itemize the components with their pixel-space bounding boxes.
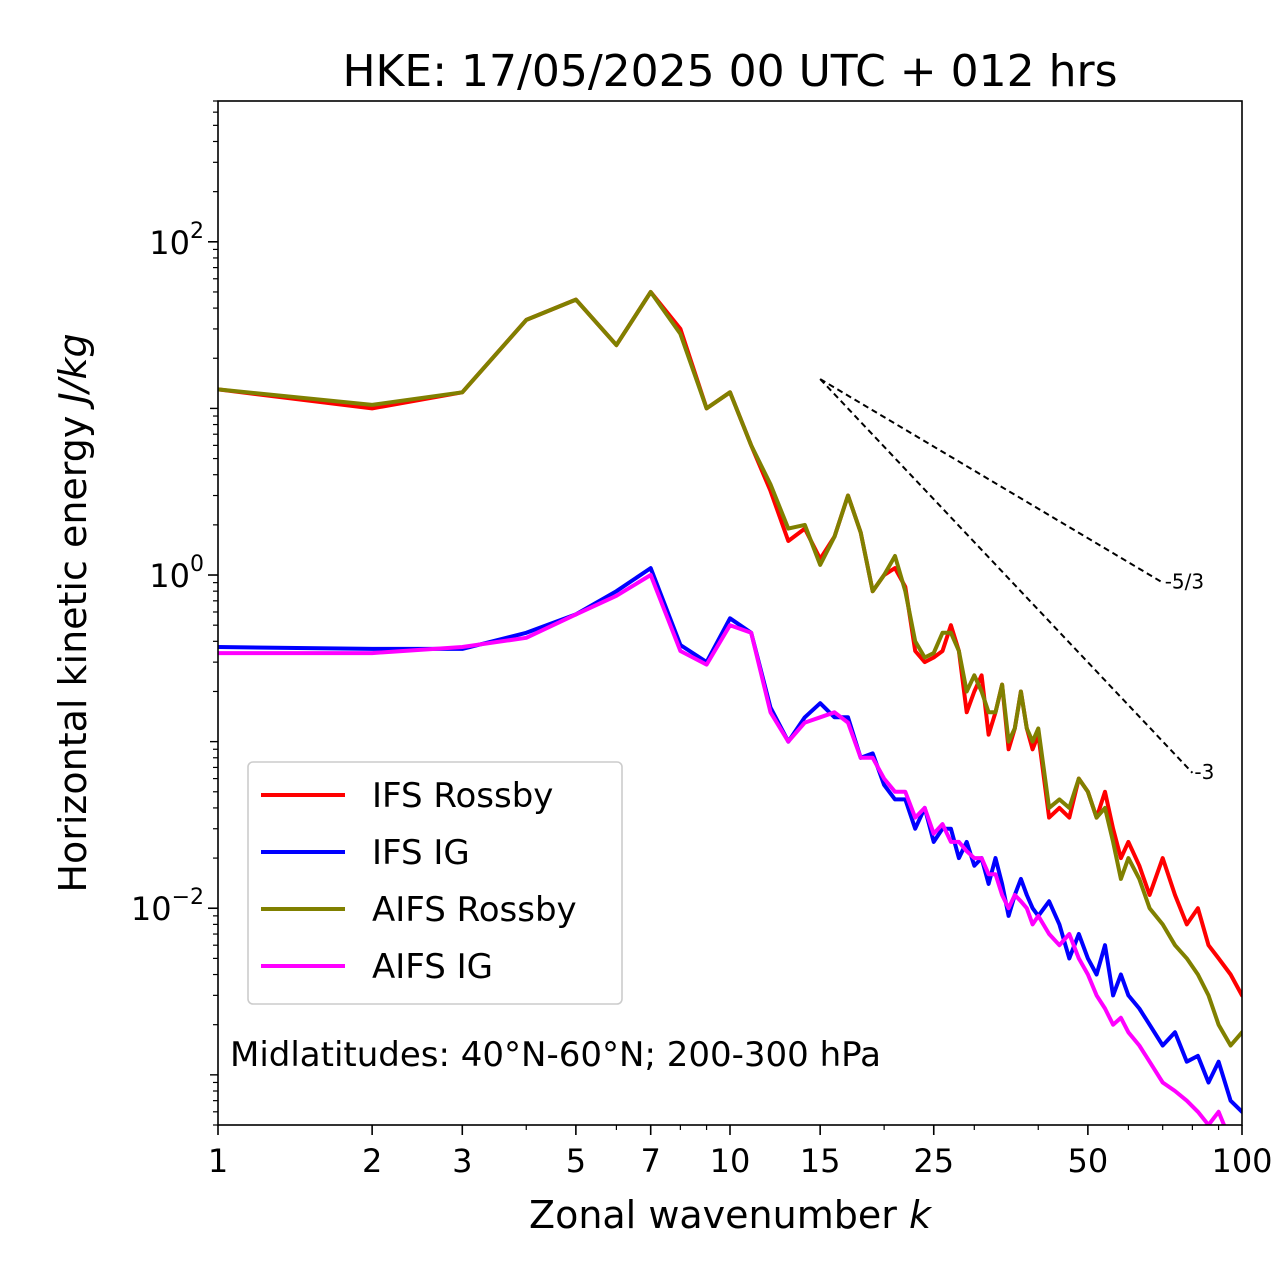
- reference-slope-layer: -5/3 -3: [819, 378, 1214, 784]
- x-tick-label: 10: [710, 1142, 751, 1180]
- y-tick-base: 10: [131, 890, 172, 928]
- x-tick-label: 15: [800, 1142, 841, 1180]
- y-tick-exponent: −2: [172, 885, 204, 910]
- y-axis-label-unit: J/kg: [51, 333, 95, 410]
- y-tick-label: 102: [149, 219, 204, 262]
- x-axis-label: Zonal wavenumber k: [529, 1193, 933, 1237]
- x-tick-label: 2: [362, 1142, 382, 1180]
- legend-label: AIFS IG: [372, 947, 493, 987]
- x-tick-label: 7: [641, 1142, 661, 1180]
- reference-slope-label: -3: [1194, 760, 1214, 784]
- series-layer: [218, 290, 1242, 1125]
- x-tick-label: 3: [452, 1142, 472, 1180]
- reference-slope-label: -5/3: [1165, 570, 1204, 594]
- legend-entries: IFS Rossby IFS IG AIFS Rossby AIFS IG: [261, 776, 577, 987]
- x-axis-label-var: k: [909, 1193, 933, 1237]
- region-annotation: Midlatitudes: 40°N-60°N; 200-300 hPa: [230, 1035, 881, 1075]
- x-tick-label: 100: [1211, 1142, 1272, 1180]
- y-tick-exponent: 0: [190, 552, 204, 577]
- chart-title: HKE: 17/05/2025 00 UTC + 012 hrs: [342, 46, 1117, 97]
- y-tick-base: 10: [149, 557, 190, 595]
- legend: IFS Rossby IFS IG AIFS Rossby AIFS IG: [247, 761, 623, 1005]
- y-tick-label: 10−2: [131, 885, 204, 928]
- series-line-aifs-ig: [218, 573, 1227, 1125]
- y-axis-label-text: Horizontal kinetic energy: [51, 404, 95, 893]
- legend-label: IFS Rossby: [372, 776, 553, 816]
- y-axis-label: Horizontal kinetic energy J/kg: [51, 333, 95, 892]
- legend-label: IFS IG: [372, 833, 470, 873]
- x-axis-label-text: Zonal wavenumber: [529, 1193, 909, 1237]
- legend-box: [247, 761, 623, 1005]
- x-tick-label: 25: [913, 1142, 954, 1180]
- series-line-aifs-rossby: [218, 290, 1242, 1048]
- x-tick-label: 5: [566, 1142, 586, 1180]
- legend-label: AIFS Rossby: [372, 890, 577, 930]
- y-tick-exponent: 2: [190, 219, 204, 244]
- x-tick-label: 50: [1068, 1142, 1109, 1180]
- y-tick-base: 10: [149, 224, 190, 262]
- reference-slope-line: [819, 378, 1164, 584]
- reference-slope-line: [819, 378, 1194, 774]
- y-tick-label: 100: [149, 552, 204, 595]
- x-tick-label: 1: [208, 1142, 228, 1180]
